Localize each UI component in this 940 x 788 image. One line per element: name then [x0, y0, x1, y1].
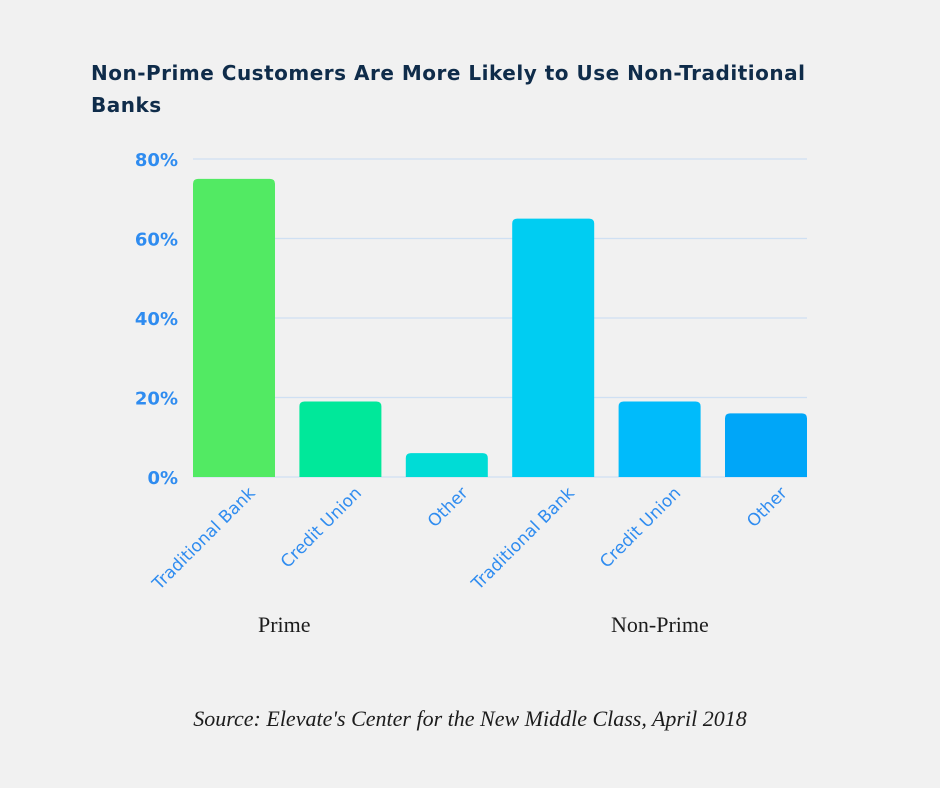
y-tick-label: 40% [135, 309, 178, 330]
x-tick-label: Credit Union [596, 483, 685, 572]
bar [512, 218, 595, 477]
x-tick-label: Other [743, 483, 791, 531]
y-tick-label: 60% [135, 230, 178, 251]
chart-title: Non-Prime Customers Are More Likely to U… [91, 61, 806, 117]
x-tick-label: Traditional Bank [467, 483, 579, 595]
bars [193, 178, 807, 477]
x-tick-label: Other [424, 483, 472, 531]
x-tick-label: Credit Union [277, 483, 366, 572]
bar [618, 401, 701, 477]
bar [193, 178, 275, 477]
x-axis-ticks: Traditional Bank Credit Union OtherTraditi… [148, 483, 791, 595]
group-label-prime: Prime [258, 612, 311, 637]
y-tick-label: 80% [135, 150, 178, 171]
y-axis-ticks: 0% 20% 40% 60% 80% [135, 150, 178, 489]
bar [725, 413, 807, 477]
group-label-non-prime: Non-Prime [611, 612, 709, 637]
bar [299, 401, 382, 477]
source-note: Source: Elevate's Center for the New Mid… [193, 706, 747, 731]
gridlines [193, 158, 807, 478]
bar [405, 453, 488, 477]
x-tick-label: Traditional Bank [148, 483, 260, 595]
y-tick-label: 0% [147, 468, 178, 489]
y-tick-label: 20% [135, 389, 178, 410]
